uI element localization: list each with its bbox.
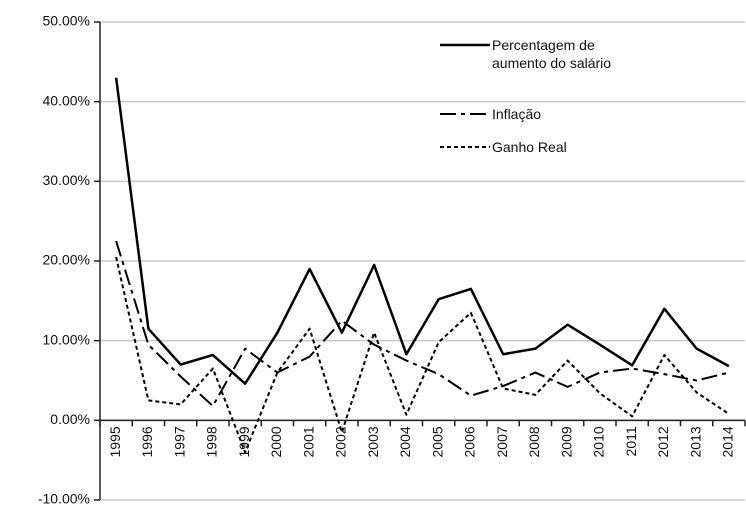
x-tick-label: 2000: [268, 426, 284, 457]
legend-entry: Ganho Real: [492, 139, 567, 155]
x-tick-label: 1997: [171, 426, 187, 457]
x-tick-label: 1995: [107, 426, 123, 457]
series-line: [115, 240, 730, 407]
x-tick-label: 2009: [558, 426, 574, 457]
x-tick-label: 2002: [333, 426, 349, 457]
legend-label: Inflação: [492, 106, 542, 122]
x-tick-label: 2007: [494, 426, 510, 457]
x-tick-label: 2001: [300, 426, 316, 457]
x-tick-label: 2004: [397, 426, 413, 457]
series-line: [114, 77, 730, 385]
y-tick-label: 50.00%: [43, 13, 90, 29]
series-line: [115, 256, 730, 454]
x-tick-label: 2010: [591, 426, 607, 457]
x-tick-label: 1996: [139, 426, 155, 457]
legend-entry: Inflação: [492, 106, 542, 122]
x-tick-label: 2011: [623, 426, 639, 456]
y-tick-label: 40.00%: [43, 92, 90, 108]
x-tick-label: 2005: [429, 426, 445, 457]
y-tick-label: 10.00%: [43, 331, 90, 347]
x-tick-label: 1999: [236, 426, 252, 457]
x-tick-label: 2013: [687, 426, 703, 457]
legend-label: Ganho Real: [492, 139, 567, 155]
legend-label: Percentagem de aumento do salário mínimo: [492, 37, 612, 76]
legend-entry: Percentagem de aumento do salário mínimo: [492, 37, 612, 76]
y-tick-label: 20.00%: [43, 252, 90, 268]
x-tick-label: 2006: [462, 426, 478, 457]
x-tick-label: 2008: [526, 426, 542, 457]
y-tick-label: 30.00%: [43, 172, 90, 188]
x-tick-label: 2003: [365, 426, 381, 457]
x-tick-label: 2014: [720, 426, 736, 457]
y-tick-label: 0.00%: [50, 411, 90, 427]
y-tick-label: -10.00%: [38, 491, 90, 507]
x-tick-label: 1998: [204, 426, 220, 457]
x-tick-label: 2012: [655, 426, 671, 457]
